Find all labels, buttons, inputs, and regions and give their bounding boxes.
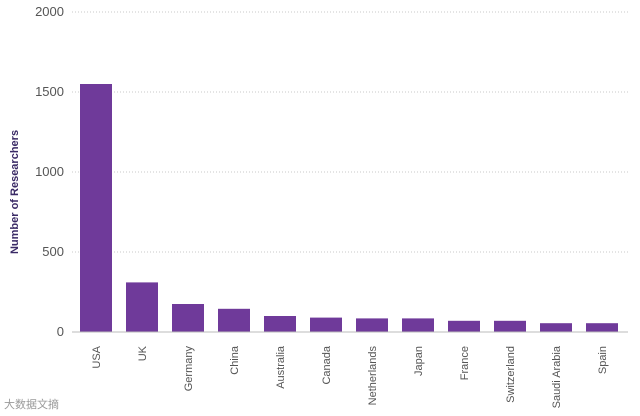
bar-saudi-arabia [540,323,572,332]
watermark: 大数据文摘 [4,398,59,411]
y-tick-label: 500 [42,244,64,259]
bar-spain [586,323,618,332]
bar-australia [264,316,296,332]
gridlines [72,11,628,253]
y-tick-label: 1500 [35,84,64,99]
bar-canada [310,317,342,332]
x-axis-ticks: USA UK Germany China Australia Canada Netherla… [91,345,609,408]
x-tick-label: UK [137,345,149,361]
bar-germany [172,304,204,332]
y-axis-ticks: 0 500 1000 1500 2000 [35,4,64,339]
x-tick-label: France [459,346,471,380]
y-axis-label: Number of Researchers [9,130,21,254]
y-tick-label: 1000 [35,164,64,179]
bars [80,84,618,332]
bar-france [448,320,480,332]
bar-uk [126,282,158,332]
x-tick-label: China [229,345,241,375]
x-tick-label: Netherlands [367,346,379,406]
x-tick-label: Saudi Arabia [551,345,563,408]
y-tick-label: 0 [57,324,64,339]
bar-china [218,308,250,332]
x-tick-label: Spain [597,346,609,374]
bar-usa [80,84,112,332]
bar-netherlands [356,318,388,332]
x-tick-label: Germany [183,346,195,392]
x-tick-label: Australia [275,345,287,389]
y-tick-label: 2000 [35,4,64,19]
bar-japan [402,318,434,332]
x-tick-label: USA [91,345,103,368]
x-tick-label: Japan [413,346,425,376]
x-tick-label: Switzerland [505,346,517,403]
bar-switzerland [494,320,526,332]
x-tick-label: Canada [321,345,333,384]
